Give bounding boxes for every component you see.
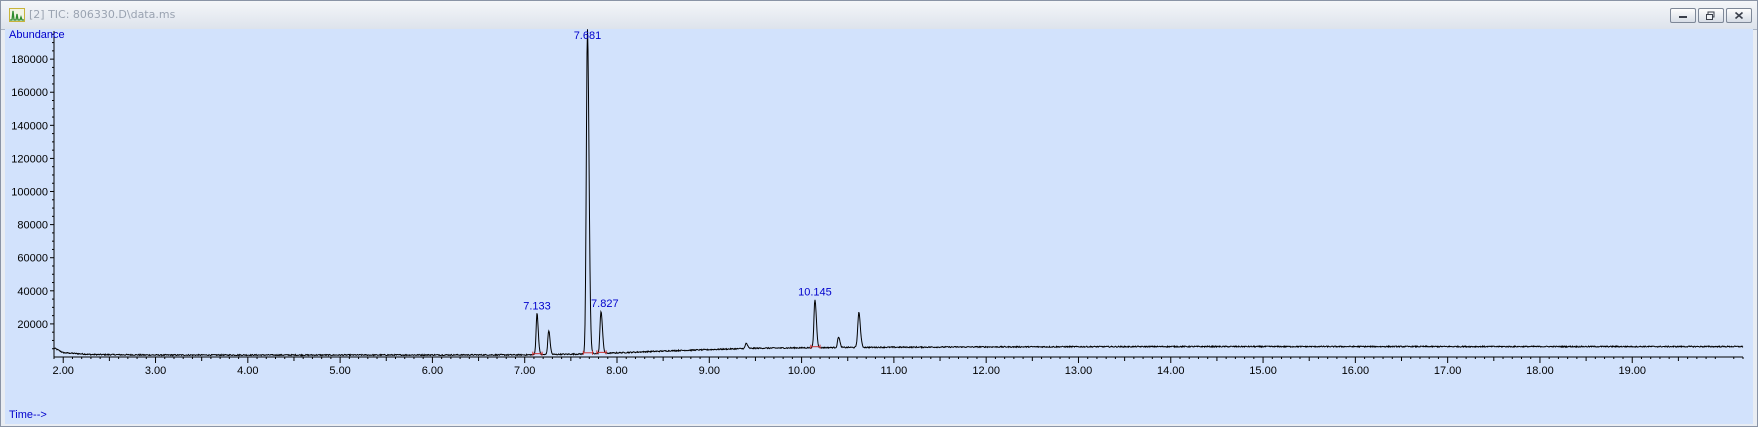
x-tick-label: 14.00 bbox=[1157, 365, 1185, 377]
x-tick-label: 4.00 bbox=[237, 365, 258, 377]
x-tick-label: 6.00 bbox=[422, 365, 443, 377]
chromatogram-app-icon bbox=[9, 8, 25, 22]
x-tick-label: 7.00 bbox=[514, 365, 535, 377]
x-axis-title: Time--> bbox=[9, 409, 47, 421]
close-button[interactable] bbox=[1726, 8, 1752, 23]
x-tick-label: 13.00 bbox=[1065, 365, 1093, 377]
tick-marks: 20000 40000 60000 80000 100000 120000 140000 16… bbox=[11, 33, 1744, 377]
y-tick-label: 20000 bbox=[17, 319, 48, 331]
y-tick-label: 100000 bbox=[11, 187, 48, 199]
x-tick-label: 8.00 bbox=[606, 365, 627, 377]
minimize-button[interactable] bbox=[1670, 8, 1696, 23]
x-tick-label: 18.00 bbox=[1526, 365, 1554, 377]
peak-label: 7.681 bbox=[574, 30, 602, 42]
tic-trace-line bbox=[53, 29, 1744, 357]
x-tick-label: 12.00 bbox=[972, 365, 1000, 377]
x-tick-label: 17.00 bbox=[1434, 365, 1462, 377]
baseline-markers bbox=[532, 344, 821, 356]
peak-label: 10.145 bbox=[798, 287, 832, 299]
x-tick-label: 5.00 bbox=[329, 365, 350, 377]
y-tick-label: 60000 bbox=[17, 253, 48, 265]
x-tick-label: 10.00 bbox=[788, 365, 816, 377]
x-tick-label: 3.00 bbox=[145, 365, 166, 377]
close-icon bbox=[1734, 11, 1744, 20]
x-tick-label: 11.00 bbox=[881, 365, 908, 377]
axes bbox=[53, 31, 1743, 358]
y-tick-label: 160000 bbox=[11, 87, 48, 99]
window-title: [2] TIC: 806330.D\data.ms bbox=[29, 8, 176, 21]
minimize-icon bbox=[1679, 16, 1687, 18]
x-tick-label: 9.00 bbox=[699, 365, 720, 377]
peak-label: 7.827 bbox=[591, 298, 619, 310]
peak-labels: 7.133 7.681 7.827 10.145 bbox=[523, 30, 832, 312]
plot-area: 20000 40000 60000 80000 100000 120000 140000 16… bbox=[5, 29, 1753, 424]
x-tick-label: 2.00 bbox=[53, 365, 74, 377]
restore-button[interactable] bbox=[1698, 8, 1724, 23]
peak-label: 7.133 bbox=[523, 300, 551, 312]
x-tick-label: 15.00 bbox=[1249, 365, 1277, 377]
y-tick-label: 80000 bbox=[17, 220, 48, 232]
y-tick-label: 180000 bbox=[11, 54, 48, 66]
y-tick-label: 40000 bbox=[17, 286, 48, 298]
x-tick-label: 19.00 bbox=[1618, 365, 1646, 377]
chromatogram-chart: 20000 40000 60000 80000 100000 120000 140000 16… bbox=[9, 29, 1744, 421]
y-axis-title: Abundance bbox=[9, 29, 65, 41]
y-tick-label: 120000 bbox=[11, 153, 48, 165]
restore-icon bbox=[1706, 11, 1715, 20]
tic-trace bbox=[53, 29, 1744, 357]
title-bar[interactable]: [2] TIC: 806330.D\data.ms bbox=[1, 1, 1757, 30]
y-tick-label: 140000 bbox=[11, 120, 48, 132]
x-tick-label: 16.00 bbox=[1342, 365, 1370, 377]
